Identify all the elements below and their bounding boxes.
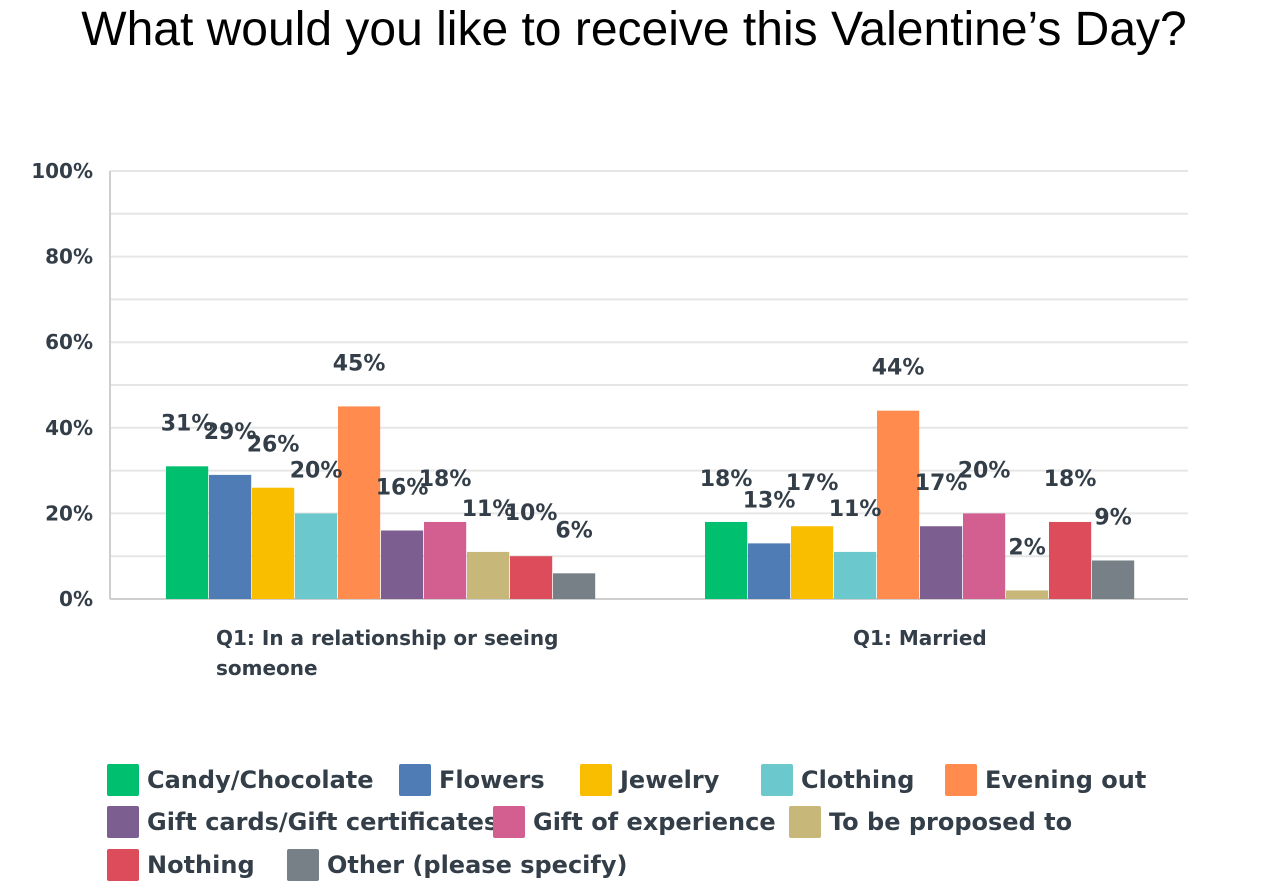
data-label: 10% bbox=[505, 501, 558, 526]
legend-item: Gift of experience bbox=[493, 804, 776, 840]
bar bbox=[510, 556, 553, 599]
bar bbox=[705, 521, 748, 599]
legend-label: Jewelry bbox=[620, 766, 720, 794]
legend-swatch bbox=[789, 806, 821, 838]
legend-item: Evening out bbox=[945, 762, 1146, 798]
legend-item: Jewelry bbox=[580, 762, 719, 798]
bar bbox=[166, 466, 209, 599]
legend-swatch bbox=[761, 764, 793, 796]
bar bbox=[381, 530, 424, 599]
bar bbox=[1006, 590, 1049, 599]
bar bbox=[553, 573, 596, 599]
bar bbox=[467, 551, 510, 599]
data-label: 13% bbox=[743, 488, 796, 513]
legend-item: Other (please specify) bbox=[287, 847, 627, 883]
gridlines bbox=[110, 170, 1188, 558]
category-label: Q1: In a relationship or seeing bbox=[216, 626, 558, 650]
legend-swatch bbox=[107, 849, 139, 881]
data-label: 20% bbox=[958, 458, 1011, 483]
bar bbox=[1049, 521, 1092, 599]
legend-label: Flowers bbox=[439, 766, 545, 794]
legend-item: Flowers bbox=[399, 762, 545, 798]
data-label: 9% bbox=[1094, 505, 1131, 530]
legend-swatch bbox=[945, 764, 977, 796]
data-label: 29% bbox=[204, 420, 257, 445]
bars bbox=[166, 406, 1135, 599]
legend-label: To be proposed to bbox=[829, 808, 1073, 836]
legend-label: Nothing bbox=[147, 851, 255, 879]
legend-label: Evening out bbox=[985, 766, 1147, 794]
data-label: 11% bbox=[462, 497, 515, 522]
legend-swatch bbox=[107, 806, 139, 838]
data-label: 6% bbox=[555, 518, 592, 543]
legend-item: Gift cards/Gift certificates bbox=[107, 804, 498, 840]
data-label: 2% bbox=[1008, 535, 1045, 560]
category-label: Q1: Married bbox=[853, 626, 987, 650]
legend-swatch bbox=[399, 764, 431, 796]
legend-label: Other (please specify) bbox=[327, 851, 628, 879]
bar bbox=[295, 513, 338, 599]
bar bbox=[748, 543, 791, 599]
legend-swatch bbox=[580, 764, 612, 796]
y-tick-label: 20% bbox=[45, 501, 93, 525]
legend-label: Clothing bbox=[801, 766, 915, 794]
legend-swatch bbox=[107, 764, 139, 796]
data-label: 44% bbox=[872, 356, 925, 381]
data-label: 18% bbox=[700, 467, 753, 492]
data-label: 11% bbox=[829, 497, 882, 522]
data-label: 17% bbox=[915, 471, 968, 496]
data-label: 45% bbox=[333, 351, 386, 376]
x-axis-categories: Q1: In a relationship or seeing someone Q1… bbox=[216, 626, 987, 680]
y-tick-label: 80% bbox=[45, 245, 93, 269]
y-tick-label: 40% bbox=[45, 416, 93, 440]
legend-swatch bbox=[493, 806, 525, 838]
bar bbox=[877, 410, 920, 599]
data-label: 18% bbox=[419, 467, 472, 492]
bar bbox=[791, 526, 834, 599]
legend-item: Clothing bbox=[761, 762, 914, 798]
legend-item: To be proposed to bbox=[789, 804, 1072, 840]
y-tick-label: 60% bbox=[45, 330, 93, 354]
bar bbox=[834, 551, 877, 599]
data-label: 18% bbox=[1044, 467, 1097, 492]
category-label: someone bbox=[216, 656, 318, 680]
chart-title: What would you like to receive this Vale… bbox=[81, 3, 1187, 56]
data-label: 31% bbox=[161, 411, 214, 436]
legend-swatch bbox=[287, 849, 319, 881]
bar bbox=[252, 487, 295, 599]
legend-item: Nothing bbox=[107, 847, 255, 883]
data-label: 16% bbox=[376, 476, 429, 501]
bar bbox=[338, 406, 381, 599]
bar bbox=[1092, 560, 1135, 599]
bar bbox=[920, 526, 963, 599]
bar bbox=[209, 474, 252, 599]
y-tick-label: 100% bbox=[31, 159, 93, 183]
data-labels: 31%18%29%13%26%17%20%11%45% 44%16% 17%18% 2… bbox=[161, 351, 1132, 560]
data-label: 26% bbox=[247, 433, 300, 458]
bar-chart: 0%20%40%60%80%100% 31%18%29%13%26%17%20%… bbox=[31, 159, 1188, 680]
legend-label: Gift cards/Gift certificates bbox=[147, 808, 499, 836]
bar bbox=[963, 513, 1006, 599]
bar bbox=[424, 521, 467, 599]
legend-label: Candy/Chocolate bbox=[147, 766, 374, 794]
y-tick-label: 0% bbox=[59, 587, 93, 611]
data-label: 17% bbox=[786, 471, 839, 496]
data-label: 20% bbox=[290, 458, 343, 483]
legend-item: Candy/Chocolate bbox=[107, 762, 374, 798]
legend-label: Gift of experience bbox=[533, 808, 776, 836]
